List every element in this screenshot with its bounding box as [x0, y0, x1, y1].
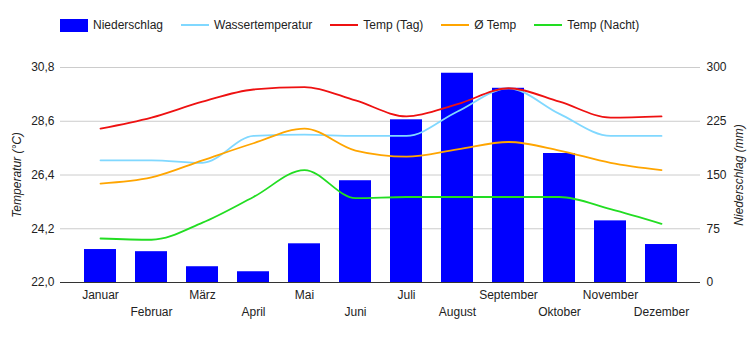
svg-text:Mai: Mai — [295, 288, 314, 302]
svg-text:April: April — [241, 305, 265, 319]
svg-text:August: August — [439, 305, 477, 319]
svg-text:28,6: 28,6 — [31, 114, 55, 128]
svg-text:Temperatur (°C): Temperatur (°C) — [10, 132, 24, 218]
svg-text:Oktober: Oktober — [538, 305, 581, 319]
html-text:Wassertemperatur: Wassertemperatur — [214, 18, 313, 32]
svg-text:Juli: Juli — [397, 288, 415, 302]
svg-text:30,8: 30,8 — [31, 60, 55, 74]
svg-text:Niederschlag (mm): Niederschlag (mm) — [732, 124, 746, 225]
svg-text:Juni: Juni — [344, 305, 366, 319]
svg-text:Februar: Februar — [130, 305, 172, 319]
svg-text:November: November — [583, 288, 638, 302]
svg-text:150: 150 — [707, 168, 727, 182]
svg-text:Januar: Januar — [82, 288, 119, 302]
html-text:Temp (Nacht): Temp (Nacht) — [567, 18, 640, 32]
svg-text:März: März — [189, 288, 216, 302]
svg-text:26,4: 26,4 — [31, 168, 55, 182]
svg-text:75: 75 — [707, 222, 721, 236]
svg-text:0: 0 — [707, 275, 714, 289]
svg-text:300: 300 — [707, 60, 727, 74]
svg-text:225: 225 — [707, 114, 727, 128]
svg-text:Dezember: Dezember — [634, 305, 689, 319]
svg-text:22,0: 22,0 — [31, 275, 55, 289]
html-text:Temp (Tag): Temp (Tag) — [363, 18, 424, 32]
html-text:Ø Temp: Ø Temp — [474, 18, 517, 32]
svg-text:September: September — [479, 288, 538, 302]
html-text:Niederschlag: Niederschlag — [93, 18, 163, 32]
svg-text:24,2: 24,2 — [31, 222, 55, 236]
